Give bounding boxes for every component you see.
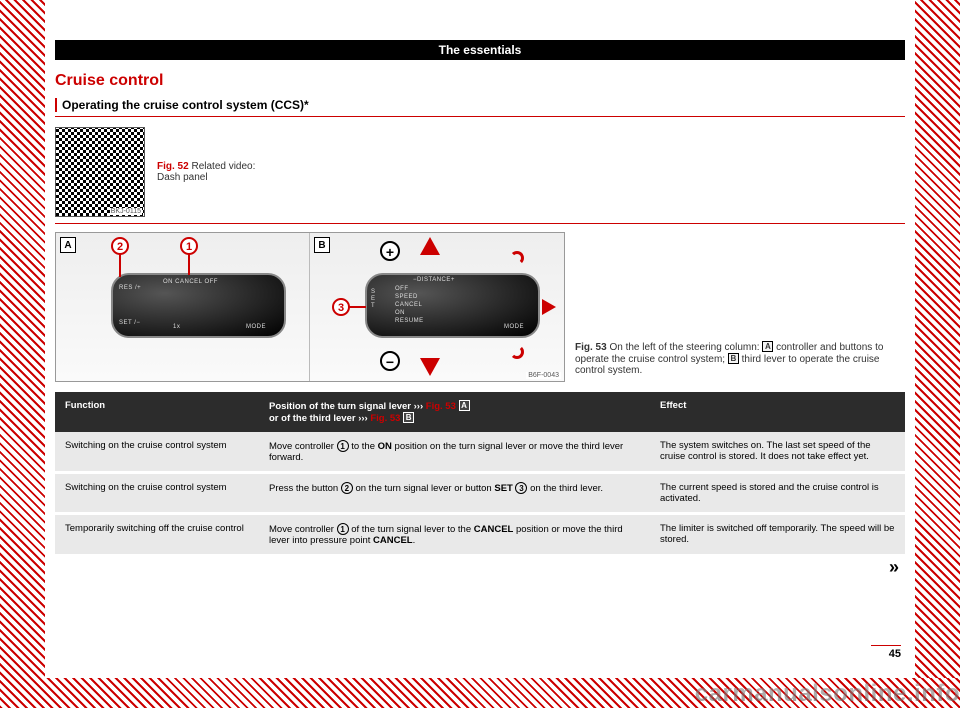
num-inline: 3	[515, 482, 527, 494]
watermark: carmanualsonline.info	[695, 680, 960, 708]
stalk-b: −DISTANCE+ S E T OFF SPEED CANCEL ON RES…	[365, 273, 540, 338]
num-inline: 1	[337, 523, 349, 535]
figure-53-image-code: B6F-0043	[526, 372, 561, 379]
kb: ON	[378, 441, 392, 452]
num-inline: 1	[337, 440, 349, 452]
t: .	[413, 535, 416, 546]
stalk-b-mode: MODE	[504, 324, 524, 330]
cell-position: Move controller 1 of the turn signal lev…	[259, 514, 650, 556]
th-position-line2: or of the third lever ›››	[269, 413, 370, 424]
function-table: Function Position of the turn signal lev…	[55, 392, 905, 557]
t: of the turn signal lever to the	[349, 524, 474, 535]
t: on the turn signal lever or button	[353, 483, 495, 494]
figure-53-label: Fig. 53	[575, 342, 607, 353]
table-row: Switching on the cruise control system M…	[55, 432, 905, 473]
cell-effect: The current speed is stored and the crui…	[650, 473, 905, 514]
arrow-curved-up-icon	[510, 251, 524, 265]
th-position-line1: Position of the turn signal lever ›››	[269, 401, 426, 412]
th-function: Function	[55, 392, 259, 432]
t: on the third lever.	[527, 483, 603, 494]
chapter-banner: The essentials	[55, 40, 905, 60]
section-title: Cruise control	[55, 72, 905, 90]
figure-53-panel-b: B −DISTANCE+ S E T OFF SPEED CANCEL ON R…	[310, 233, 564, 381]
qr-code	[55, 127, 145, 217]
stalk-b-dist: −DISTANCE+	[413, 277, 455, 283]
page-border-right	[915, 0, 960, 708]
figure-53-panel-a: A RES /+ SET /− ON CANCEL OFF MODE 1x 1 …	[56, 233, 310, 381]
panel-tag-a: A	[60, 237, 76, 253]
cell-function: Switching on the cruise control system	[55, 432, 259, 473]
callout-line-3	[348, 306, 366, 308]
th-effect: Effect	[650, 392, 905, 432]
plus-icon: +	[380, 241, 400, 261]
th-ref-2: Fig. 53	[370, 413, 400, 424]
kb: CANCEL	[373, 535, 413, 546]
figure-53-image: A RES /+ SET /− ON CANCEL OFF MODE 1x 1 …	[55, 232, 565, 382]
th-position: Position of the turn signal lever ››› Fi…	[259, 392, 650, 432]
boxletter-a: A	[762, 341, 773, 352]
stalk-a: RES /+ SET /− ON CANCEL OFF MODE 1x	[111, 273, 286, 338]
th-box-b: B	[403, 412, 414, 423]
t: Press the button	[269, 483, 341, 494]
arrow-right-icon	[542, 299, 556, 315]
stalk-b-set: S E T	[371, 289, 376, 310]
figure-52: Fig. 52 Related video: Dash panel	[55, 127, 905, 224]
callout-3: 3	[332, 298, 350, 316]
boxletter-b: B	[728, 353, 739, 364]
figure-52-caption: Fig. 52 Related video: Dash panel	[157, 161, 255, 183]
page-border-left	[0, 0, 45, 708]
cell-effect: The limiter is switched off temporarily.…	[650, 514, 905, 556]
arrow-down-icon	[420, 358, 440, 376]
figure-52-subject: Dash panel	[157, 172, 208, 183]
figure-53-row: A RES /+ SET /− ON CANCEL OFF MODE 1x 1 …	[55, 232, 905, 382]
stalk-b-stack: OFF SPEED CANCEL ON RESUME	[395, 285, 424, 325]
table-head-row: Function Position of the turn signal lev…	[55, 392, 905, 432]
num-inline: 2	[341, 482, 353, 494]
stalk-a-top: ON CANCEL OFF	[163, 279, 218, 285]
figure-52-label: Fig. 52	[157, 161, 189, 172]
callout-2: 2	[111, 237, 129, 255]
callout-line-2	[119, 253, 121, 277]
cell-function: Temporarily switching off the cruise con…	[55, 514, 259, 556]
stalk-a-res: RES /+	[119, 285, 141, 291]
table-row: Switching on the cruise control system P…	[55, 473, 905, 514]
cell-function: Switching on the cruise control system	[55, 473, 259, 514]
cell-position: Move controller 1 to the ON position on …	[259, 432, 650, 473]
rule	[55, 116, 905, 117]
subsection-title: Operating the cruise control system (CCS…	[55, 98, 905, 112]
cell-position: Press the button 2 on the turn signal le…	[259, 473, 650, 514]
panel-tag-b: B	[314, 237, 330, 253]
kb: CANCEL	[474, 524, 514, 535]
stalk-a-set: SET /−	[119, 320, 140, 326]
t: Move controller	[269, 441, 337, 452]
arrow-up-icon	[420, 237, 440, 255]
page-number: 45	[871, 645, 901, 660]
page-content: The essentials Cruise control Operating …	[55, 40, 905, 660]
arrow-curved-down-icon	[510, 345, 524, 359]
callout-1: 1	[180, 237, 198, 255]
th-box-a: A	[459, 400, 470, 411]
t: Move controller	[269, 524, 337, 535]
callout-line-1	[188, 253, 190, 275]
minus-icon: −	[380, 351, 400, 371]
cell-effect: The system switches on. The last set spe…	[650, 432, 905, 473]
figure-52-text: Related video:	[191, 161, 255, 172]
t: to the	[349, 441, 378, 452]
kb: SET	[494, 483, 512, 494]
stalk-a-1x: 1x	[173, 324, 180, 330]
table-row: Temporarily switching off the cruise con…	[55, 514, 905, 556]
figure-53-caption-pre: On the left of the steering column:	[609, 342, 762, 353]
figure-53-caption: Fig. 53 On the left of the steering colu…	[575, 232, 905, 382]
stalk-a-mode: MODE	[246, 324, 266, 330]
continuation-mark: »	[889, 557, 899, 578]
th-ref-1: Fig. 53	[426, 401, 456, 412]
